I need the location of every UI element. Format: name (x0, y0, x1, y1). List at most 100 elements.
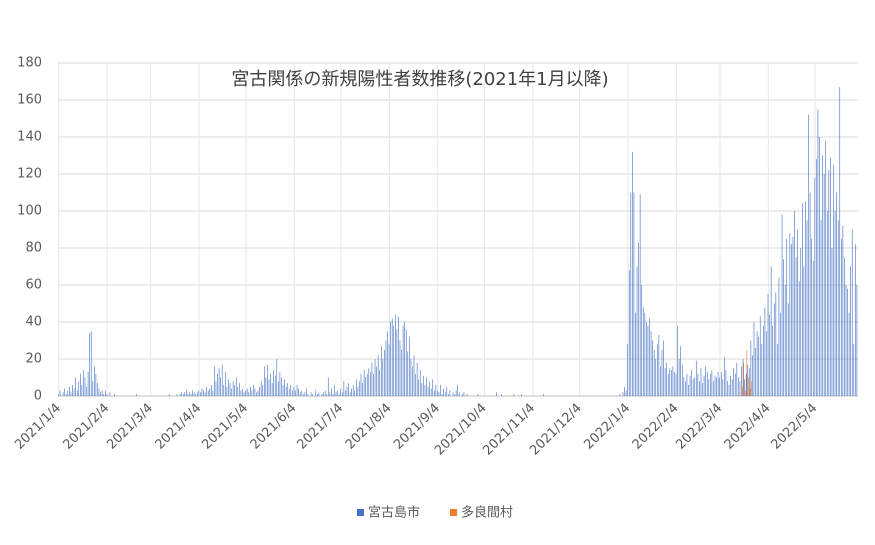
bar (705, 366, 706, 396)
bar (270, 373, 271, 396)
bar (274, 375, 276, 396)
bar (423, 375, 424, 396)
bar (784, 285, 786, 396)
bar (259, 386, 260, 396)
bar (62, 392, 64, 396)
bar (666, 362, 667, 396)
bar (341, 392, 343, 396)
bar (256, 392, 257, 396)
bar (691, 370, 692, 396)
bar (791, 244, 792, 396)
bar (780, 312, 781, 396)
bar (755, 347, 756, 396)
bar (856, 285, 858, 396)
bar (649, 318, 650, 396)
bar (278, 381, 279, 396)
bar (295, 390, 296, 396)
bar (694, 377, 696, 396)
bar (424, 384, 426, 396)
bar (237, 386, 239, 396)
bar (449, 390, 451, 396)
bar (187, 394, 189, 396)
bar (267, 364, 268, 396)
bar (223, 384, 225, 396)
bar (95, 373, 97, 396)
bar (702, 383, 703, 396)
bar (652, 340, 653, 396)
bar (317, 394, 318, 396)
bar (262, 384, 264, 396)
bar (833, 164, 834, 396)
bar (301, 390, 303, 396)
bar (627, 344, 628, 396)
bar (746, 349, 748, 396)
bar (716, 377, 717, 396)
bar (853, 344, 855, 396)
bar (379, 370, 381, 396)
bar (293, 386, 295, 396)
bar (81, 384, 83, 396)
bar (340, 388, 342, 396)
bar (660, 366, 661, 396)
bar (352, 384, 354, 396)
bar (703, 375, 705, 396)
bar (106, 394, 108, 396)
bar (410, 359, 412, 396)
bar (76, 390, 78, 396)
bar (817, 109, 819, 396)
bar (176, 394, 178, 396)
bar (229, 383, 231, 396)
bar (844, 257, 845, 396)
bar (402, 325, 404, 396)
bar (385, 340, 387, 396)
bar (677, 325, 678, 396)
bar (695, 360, 697, 396)
bar (260, 381, 262, 396)
bar (168, 394, 170, 396)
y-tick-label: 60 (25, 278, 42, 293)
bar (310, 392, 312, 396)
bar (710, 373, 711, 396)
bar (816, 159, 817, 396)
bar (390, 322, 391, 396)
bar (751, 381, 752, 396)
bar (363, 370, 365, 396)
bar (90, 331, 92, 396)
bar (343, 381, 345, 396)
bar (69, 386, 70, 396)
bar (212, 390, 214, 396)
bar (413, 355, 415, 396)
bar (84, 377, 86, 396)
bar (285, 386, 287, 396)
bar (758, 336, 759, 396)
bar (75, 377, 76, 396)
bar (405, 329, 407, 396)
bar (345, 390, 346, 396)
bar (362, 383, 363, 396)
bar (226, 386, 228, 396)
bar (103, 394, 105, 396)
bar (763, 325, 764, 396)
bar (792, 236, 794, 396)
bar (820, 220, 822, 396)
bar (719, 377, 720, 396)
bar (307, 394, 309, 396)
bar (200, 392, 201, 396)
bar (711, 370, 713, 396)
bar (834, 211, 836, 396)
bar (743, 362, 745, 396)
bar (441, 394, 443, 396)
bar (335, 392, 337, 396)
bar (786, 238, 788, 396)
bar (825, 140, 827, 396)
bar (658, 334, 660, 396)
bar (811, 238, 812, 396)
bar (656, 344, 658, 396)
bar (828, 170, 830, 396)
chart-title: 宮古関係の新規陽性者数推移(2021年1月以降) (231, 69, 608, 90)
bar (190, 394, 192, 396)
bar (730, 375, 731, 396)
bar (354, 390, 356, 396)
bar (368, 368, 370, 396)
